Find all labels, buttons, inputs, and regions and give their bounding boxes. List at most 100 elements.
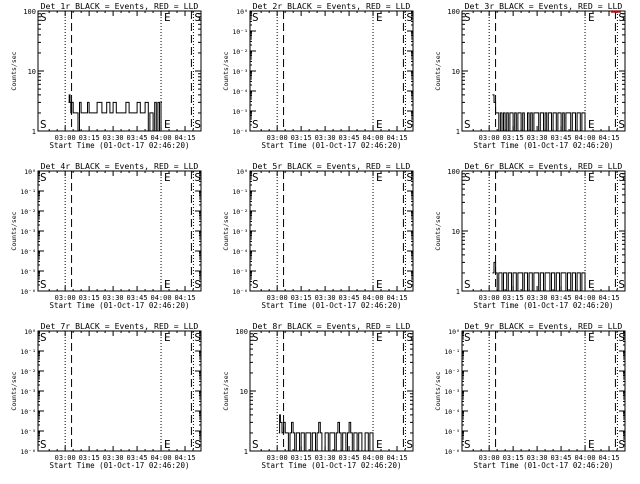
- end-marker: E: [376, 171, 383, 184]
- panel-title: Det 5r BLACK = Events, RED = LLD: [253, 161, 411, 171]
- end-stop-marker: S: [194, 118, 201, 131]
- y-tick-label: 10⁻¹: [20, 348, 36, 356]
- panel-det-1r: Det 1r BLACK = Events, RED = LLD Counts/s…: [10, 1, 202, 150]
- y-tick-label: 10⁰: [24, 168, 36, 176]
- start-marker: S: [40, 11, 47, 24]
- x-tick-label: 03:45: [339, 134, 360, 142]
- end-marker: E: [376, 331, 383, 344]
- x-tick-label: 03:45: [127, 294, 148, 302]
- plot-frame: [249, 10, 414, 132]
- y-tick-label: 10⁻⁶: [232, 128, 248, 136]
- end-marker: E: [164, 331, 171, 344]
- x-tick-label: 03:15: [291, 454, 312, 462]
- y-tick-label: 1: [456, 288, 460, 296]
- y-tick-label: 10⁻¹: [20, 188, 36, 196]
- x-tick-label: 03:00: [55, 454, 76, 462]
- y-tick-label: 10⁻⁵: [232, 268, 248, 276]
- end-stop-marker: S: [618, 331, 625, 344]
- y-tick-label: 1: [244, 448, 248, 456]
- x-tick-label: 03:00: [267, 294, 288, 302]
- x-axis-label: Start Time (01-Oct-17 02:46:20): [50, 301, 190, 310]
- end-stop-marker: S: [194, 11, 201, 24]
- y-axis-label: Counts/sec: [222, 51, 230, 90]
- x-axis-label: Start Time (01-Oct-17 02:46:20): [474, 301, 614, 310]
- x-tick-label: 04:00: [575, 134, 596, 142]
- x-tick-label: 04:15: [386, 294, 407, 302]
- y-tick-label: 10: [28, 68, 36, 76]
- y-tick-label: 10⁻³: [232, 228, 248, 236]
- start-marker: S: [464, 118, 471, 131]
- x-tick-label: 03:15: [79, 454, 100, 462]
- panel-title: Det 3r BLACK = Events, RED = LLD: [465, 1, 623, 11]
- end-stop-marker: S: [618, 11, 625, 24]
- panel-title: Det 1r BLACK = Events, RED = LLD: [41, 1, 199, 11]
- end-stop-marker: S: [618, 278, 625, 291]
- y-tick-label: 100: [447, 8, 460, 16]
- end-marker: E: [588, 118, 595, 131]
- start-marker: S: [252, 331, 259, 344]
- end-stop-marker: S: [406, 11, 413, 24]
- x-axis-label: Start Time (01-Oct-17 02:46:20): [262, 141, 402, 150]
- x-tick-label: 03:15: [79, 294, 100, 302]
- y-tick-label: 100: [23, 8, 36, 16]
- panel-title: Det 2r BLACK = Events, RED = LLD: [253, 1, 411, 11]
- panel-title: Det 6r BLACK = Events, RED = LLD: [465, 161, 623, 171]
- y-tick-label: 100: [447, 168, 460, 176]
- start-marker: S: [252, 118, 259, 131]
- panel-title: Det 9r BLACK = Events, RED = LLD: [465, 321, 623, 331]
- end-stop-marker: S: [618, 118, 625, 131]
- x-tick-label: 03:45: [551, 454, 572, 462]
- plot-frame: [37, 170, 202, 292]
- x-tick-label: 03:30: [527, 454, 548, 462]
- end-stop-marker: S: [406, 278, 413, 291]
- end-marker: E: [588, 331, 595, 344]
- x-tick-label: 03:45: [551, 134, 572, 142]
- y-axis-label: Counts/sec: [10, 51, 18, 90]
- x-tick-label: 03:00: [479, 454, 500, 462]
- x-tick-label: 03:15: [291, 294, 312, 302]
- end-stop-marker: S: [618, 171, 625, 184]
- start-marker: S: [252, 11, 259, 24]
- start-marker: S: [252, 171, 259, 184]
- end-marker: E: [164, 438, 171, 451]
- y-tick-label: 1: [32, 128, 36, 136]
- end-stop-marker: S: [194, 331, 201, 344]
- y-tick-label: 10⁻³: [232, 68, 248, 76]
- start-marker: S: [40, 278, 47, 291]
- y-tick-label: 10⁰: [236, 8, 248, 16]
- start-marker: S: [464, 331, 471, 344]
- x-tick-label: 03:45: [127, 454, 148, 462]
- x-tick-label: 03:30: [527, 294, 548, 302]
- x-tick-label: 03:30: [315, 454, 336, 462]
- panel-det-4r: Det 4r BLACK = Events, RED = LLD Counts/s…: [10, 161, 202, 310]
- y-tick-label: 10⁻⁴: [232, 88, 248, 96]
- y-tick-label: 10⁻¹: [232, 28, 248, 36]
- x-tick-label: 03:30: [315, 134, 336, 142]
- x-tick-label: 03:00: [55, 134, 76, 142]
- y-tick-label: 10⁻⁴: [444, 408, 460, 416]
- panel-det-3r: Det 3r BLACK = Events, RED = LLD Counts/s…: [434, 1, 626, 150]
- x-tick-label: 04:15: [174, 294, 195, 302]
- x-tick-label: 04:00: [363, 134, 384, 142]
- y-tick-label: 10⁻²: [232, 208, 248, 216]
- end-marker: E: [164, 278, 171, 291]
- y-tick-label: 10⁻⁵: [232, 108, 248, 116]
- x-tick-label: 03:30: [527, 134, 548, 142]
- end-stop-marker: S: [406, 331, 413, 344]
- end-marker: E: [588, 438, 595, 451]
- x-tick-label: 03:30: [103, 454, 124, 462]
- y-tick-label: 10⁻⁶: [20, 288, 36, 296]
- x-tick-label: 03:45: [339, 454, 360, 462]
- y-axis-label: Counts/sec: [10, 371, 18, 410]
- x-tick-label: 04:15: [598, 294, 619, 302]
- events-series-line: [492, 94, 586, 132]
- y-tick-label: 1: [456, 128, 460, 136]
- x-tick-label: 03:00: [55, 294, 76, 302]
- x-axis-label: Start Time (01-Oct-17 02:46:20): [262, 461, 402, 470]
- y-axis-label: Counts/sec: [434, 371, 442, 410]
- panel-det-8r: Det 8r BLACK = Events, RED = LLD Counts/s…: [222, 321, 414, 470]
- y-tick-label: 10: [452, 228, 460, 236]
- y-tick-label: 10⁰: [236, 168, 248, 176]
- panel-det-6r: Det 6r BLACK = Events, RED = LLD Counts/s…: [434, 161, 626, 310]
